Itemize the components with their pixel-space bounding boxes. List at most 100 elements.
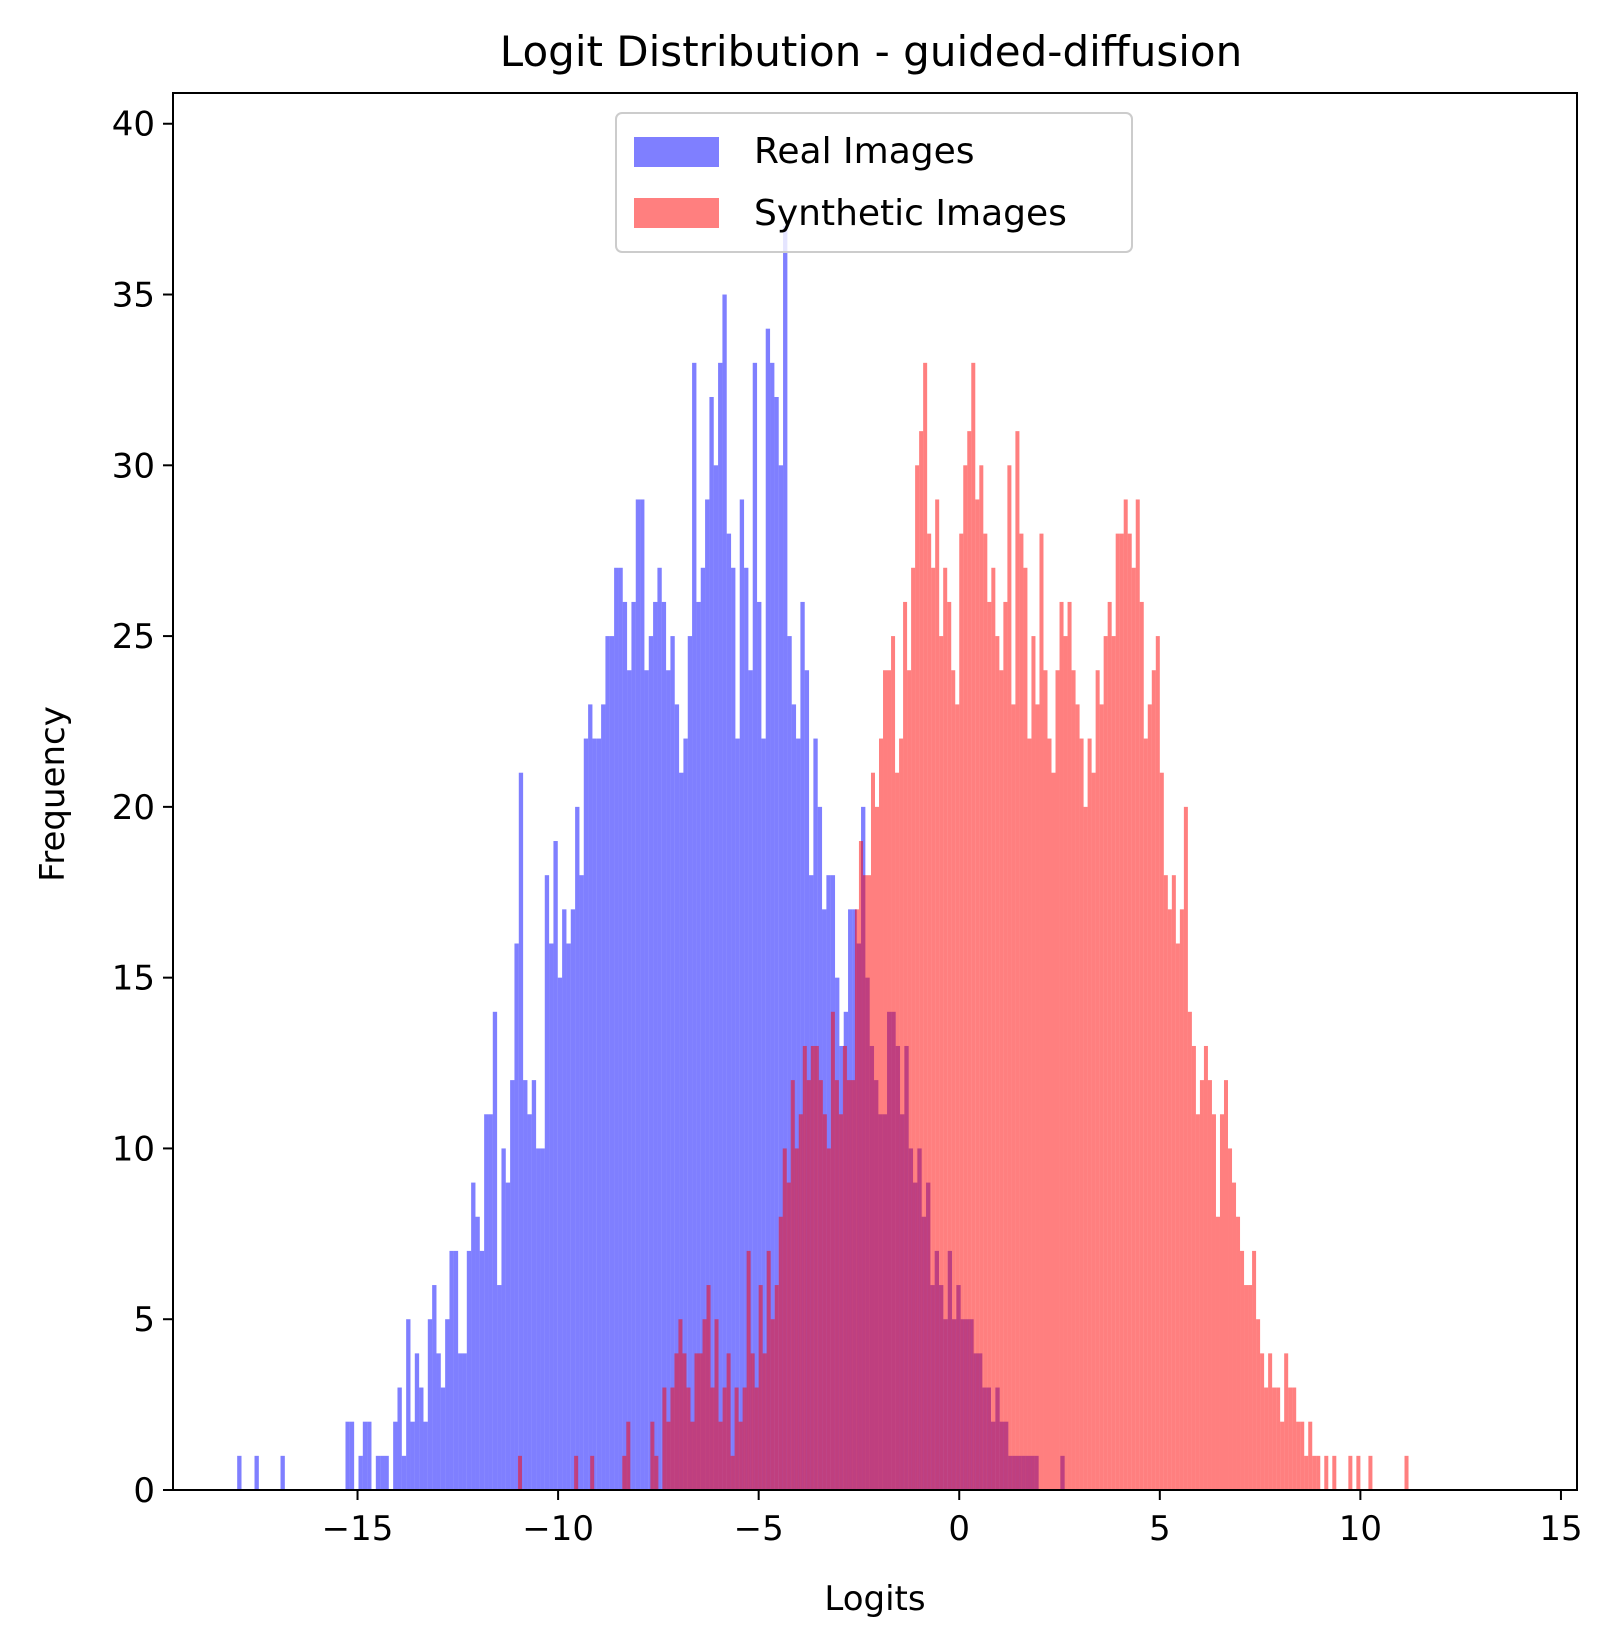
histogram-bar (995, 636, 1000, 1490)
histogram-bar (349, 1421, 355, 1490)
histogram-bar (1236, 1216, 1241, 1490)
histogram-bar (927, 533, 932, 1490)
histogram-bars (237, 226, 1409, 1491)
histogram-bar (1264, 1387, 1269, 1490)
histogram-bar (959, 533, 964, 1490)
plot-frame (172, 92, 1578, 1491)
histogram-bar (971, 362, 976, 1491)
histogram-bar (280, 1455, 285, 1490)
histogram-bar (830, 1011, 835, 1490)
histogram-bar (895, 772, 900, 1490)
histogram-bar (1039, 533, 1044, 1490)
histogram-bar (903, 601, 908, 1490)
histogram-bar (891, 636, 896, 1490)
histogram-bar (879, 738, 884, 1490)
histogram-bar (653, 601, 658, 1490)
histogram-bar (774, 396, 779, 1490)
histogram-bar (1183, 806, 1188, 1490)
histogram-bar (899, 738, 904, 1490)
histogram-bar (887, 670, 892, 1490)
histogram-bar (1167, 909, 1172, 1490)
histogram-bar (544, 875, 550, 1490)
histogram-bar (692, 362, 697, 1491)
histogram-bar (1071, 670, 1076, 1490)
histogram-bar (654, 1455, 659, 1490)
chart-title: Logit Distribution - guided-diffusion (500, 27, 1242, 76)
histogram-bar (854, 909, 859, 1490)
histogram-bar (384, 1455, 389, 1490)
histogram-bar (1211, 1114, 1216, 1490)
y-tick-label: 25 (112, 617, 155, 657)
histogram-bar (678, 1319, 683, 1490)
histogram-bar (449, 1250, 454, 1490)
histogram-bar (875, 806, 880, 1490)
histogram-bar (1368, 1455, 1373, 1490)
histogram-bar (1175, 943, 1180, 1490)
histogram-bar (1079, 738, 1084, 1490)
histogram-bar (1284, 1353, 1289, 1490)
y-tick-label: 15 (112, 959, 155, 999)
histogram-bar (1171, 875, 1176, 1490)
histogram-bar (1199, 1080, 1204, 1490)
histogram-bar (1159, 772, 1164, 1490)
histogram-bar (1035, 704, 1040, 1490)
histogram-bar (822, 1114, 827, 1490)
x-tick-label: 15 (1539, 1509, 1582, 1549)
histogram-bar (419, 1387, 424, 1490)
histogram-bar (570, 909, 576, 1490)
legend: Real Images Synthetic Images (615, 112, 1133, 253)
histogram-bar (1123, 499, 1128, 1491)
histogram-bar (718, 1421, 723, 1490)
histogram-bar (401, 1455, 407, 1490)
histogram-bar (694, 1353, 699, 1490)
histogram-bar (705, 499, 710, 1491)
histogram-bar (644, 670, 649, 1490)
y-tick-label: 0 (133, 1471, 155, 1511)
histogram-bar (1244, 1285, 1249, 1490)
histogram-bar (770, 1319, 775, 1490)
y-tick-label: 5 (133, 1300, 155, 1340)
histogram-bar (686, 1387, 691, 1490)
histogram-bar (1215, 1216, 1220, 1490)
histogram-bar (818, 1080, 823, 1490)
histogram-bar (765, 328, 771, 1491)
histogram-bar (1248, 1285, 1253, 1490)
histogram-bar (738, 1421, 743, 1490)
histogram-bar (1219, 1114, 1224, 1490)
histogram-bar (1256, 1319, 1261, 1490)
histogram-bar (635, 499, 641, 1491)
histogram-bar (739, 499, 745, 1491)
histogram-bar (458, 1353, 463, 1490)
histogram-bar (622, 1455, 627, 1490)
histogram-bar (657, 567, 662, 1490)
histogram-bar (358, 1455, 363, 1490)
histogram-bar (1268, 1353, 1273, 1490)
histogram-bar (754, 1387, 759, 1490)
histogram-bar (670, 636, 675, 1490)
histogram-bar (955, 704, 960, 1490)
histogram-bar (1356, 1455, 1361, 1490)
histogram-bar (562, 909, 567, 1490)
histogram-bar (1015, 431, 1020, 1490)
legend-swatch-real (634, 137, 719, 167)
histogram-bar (679, 772, 684, 1490)
histogram-bar (631, 601, 636, 1490)
histogram-bar (406, 1319, 411, 1490)
histogram-bar (484, 1114, 489, 1490)
histogram-bar (842, 1045, 847, 1490)
histogram-bar (810, 1045, 815, 1490)
histogram-bar (254, 1455, 259, 1490)
histogram-bar (605, 636, 610, 1490)
legend-label-synthetic: Synthetic Images (754, 193, 1067, 234)
histogram-bar (1195, 1114, 1200, 1490)
histogram-bar (397, 1387, 402, 1490)
histogram-bar (462, 1353, 467, 1490)
histogram-bar (783, 226, 788, 1491)
histogram-bar (796, 738, 801, 1490)
histogram-bar (687, 636, 693, 1490)
histogram-bar (1348, 1455, 1353, 1490)
histogram-bar (1095, 670, 1100, 1490)
y-tick-label: 20 (112, 788, 155, 828)
legend-box (615, 112, 1133, 253)
histogram-bar (445, 1319, 450, 1490)
